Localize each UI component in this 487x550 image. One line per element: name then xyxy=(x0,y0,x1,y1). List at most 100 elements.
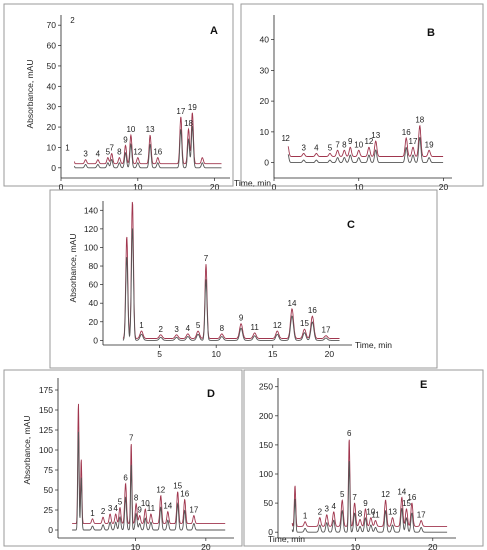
peak-label: 4 xyxy=(96,150,101,159)
panel-frame xyxy=(243,369,484,547)
panel-frame xyxy=(3,369,243,547)
peak-label: 5 xyxy=(118,498,123,507)
peak-label: 12 xyxy=(156,486,165,495)
series-line-2 xyxy=(122,228,340,341)
peak-label: 3 xyxy=(325,505,330,514)
peak-label: 10 xyxy=(141,499,150,508)
peak-label: 11 xyxy=(251,323,260,332)
peak-label: 17 xyxy=(409,137,418,146)
peak-label: 9 xyxy=(363,499,368,508)
y-tick-label: 10 xyxy=(260,127,270,137)
peak-label: 2 xyxy=(285,134,290,143)
peak-label: 14 xyxy=(163,502,172,511)
series-line-2 xyxy=(291,461,448,533)
peak-label: 8 xyxy=(134,494,139,503)
series-line-1 xyxy=(287,124,444,157)
x-tick-label: 20 xyxy=(210,182,220,192)
peak-label: 2 xyxy=(101,507,106,516)
y-tick-label: 30 xyxy=(260,65,270,75)
y-tick-label: 40 xyxy=(47,81,57,91)
peak-label: 7 xyxy=(352,493,357,502)
peak-label: 19 xyxy=(425,140,434,149)
peak-label: 3 xyxy=(108,504,113,513)
y-tick-label: 200 xyxy=(259,411,273,421)
x-tick-label: 20 xyxy=(439,182,449,192)
peak-label: 12 xyxy=(273,321,282,330)
peak-label: 5 xyxy=(106,148,111,157)
y-tick-label: 0 xyxy=(268,527,273,537)
x-tick-label: 15 xyxy=(268,349,278,359)
y-tick-label: 70 xyxy=(47,20,57,30)
peak-label: 10 xyxy=(126,125,135,134)
y-tick-label: 60 xyxy=(47,41,57,51)
peak-label: 7 xyxy=(129,434,134,443)
x-tick-label: 0 xyxy=(59,182,64,192)
x-tick-label: 10 xyxy=(211,349,221,359)
peak-label: 9 xyxy=(137,506,142,515)
peak-label: 2 xyxy=(158,325,163,334)
peak-label: 18 xyxy=(184,119,193,128)
x-tick-label: 5 xyxy=(157,349,162,359)
peak-label: 10 xyxy=(366,508,375,517)
y-tick-label: 10 xyxy=(47,142,57,152)
y-tick-label: 75 xyxy=(44,465,54,475)
series-line-2 xyxy=(287,136,444,164)
y-tick-label: 30 xyxy=(47,102,57,112)
panel-letter: C xyxy=(347,219,355,231)
peak-label: 7 xyxy=(109,144,114,153)
peak-label: 13 xyxy=(388,508,397,517)
peak-label: 7 xyxy=(335,140,340,149)
peak-label: 15 xyxy=(402,499,411,508)
peak-label: 5 xyxy=(328,143,333,152)
y-tick-label: 140 xyxy=(84,205,98,215)
y-tick-label: 20 xyxy=(89,317,99,327)
y-tick-label: 50 xyxy=(47,61,57,71)
peak-label: 6 xyxy=(123,474,128,483)
y-tick-label: 120 xyxy=(84,224,98,234)
series-line-1 xyxy=(74,112,222,165)
y-tick-label: 125 xyxy=(39,425,53,435)
y-tick-label: 0 xyxy=(48,525,53,535)
peak-label: 17 xyxy=(417,511,426,520)
peak-label: 19 xyxy=(188,103,197,112)
x-tick-label: 10 xyxy=(131,542,141,550)
x-tick-label: 0 xyxy=(272,182,277,192)
peak-label: 14 xyxy=(288,299,297,308)
x-tick-label: 10 xyxy=(354,182,364,192)
peak-label: 16 xyxy=(402,128,411,137)
peak-label: 16 xyxy=(308,306,317,315)
peak-label: 17 xyxy=(189,506,198,515)
x-tick-label: 10 xyxy=(351,542,361,550)
y-tick-label: 50 xyxy=(264,498,274,508)
x-tick-label: 20 xyxy=(428,542,438,550)
y-tick-label: 250 xyxy=(259,382,273,392)
peak-label: 12 xyxy=(364,137,373,146)
series-line-2 xyxy=(74,125,222,169)
peak-label: 9 xyxy=(123,135,128,144)
peak-label: 16 xyxy=(153,148,162,157)
panel-letter: A xyxy=(210,25,218,37)
peak-label: 15 xyxy=(300,319,309,328)
peak-label: 1 xyxy=(282,134,287,143)
y-tick-label: 20 xyxy=(260,96,270,106)
x-axis-label: Time, min xyxy=(234,178,271,188)
peak-label: 12 xyxy=(381,490,390,499)
x-axis-label: Time, min xyxy=(268,534,305,544)
peak-label: 4 xyxy=(314,143,319,152)
series-line-1 xyxy=(291,439,448,527)
peak-label: 18 xyxy=(415,116,424,125)
y-tick-label: 25 xyxy=(44,505,54,515)
peak-label: 16 xyxy=(180,490,189,499)
peak-label: 6 xyxy=(347,429,352,438)
panel-letter: D xyxy=(207,388,215,400)
peak-label: 5 xyxy=(196,321,201,330)
y-tick-label: 80 xyxy=(89,261,99,271)
y-tick-label: 60 xyxy=(89,280,99,290)
y-tick-label: 150 xyxy=(259,440,273,450)
y-tick-label: 100 xyxy=(259,469,273,479)
y-tick-label: 175 xyxy=(39,385,53,395)
peak-label: 9 xyxy=(239,314,244,323)
